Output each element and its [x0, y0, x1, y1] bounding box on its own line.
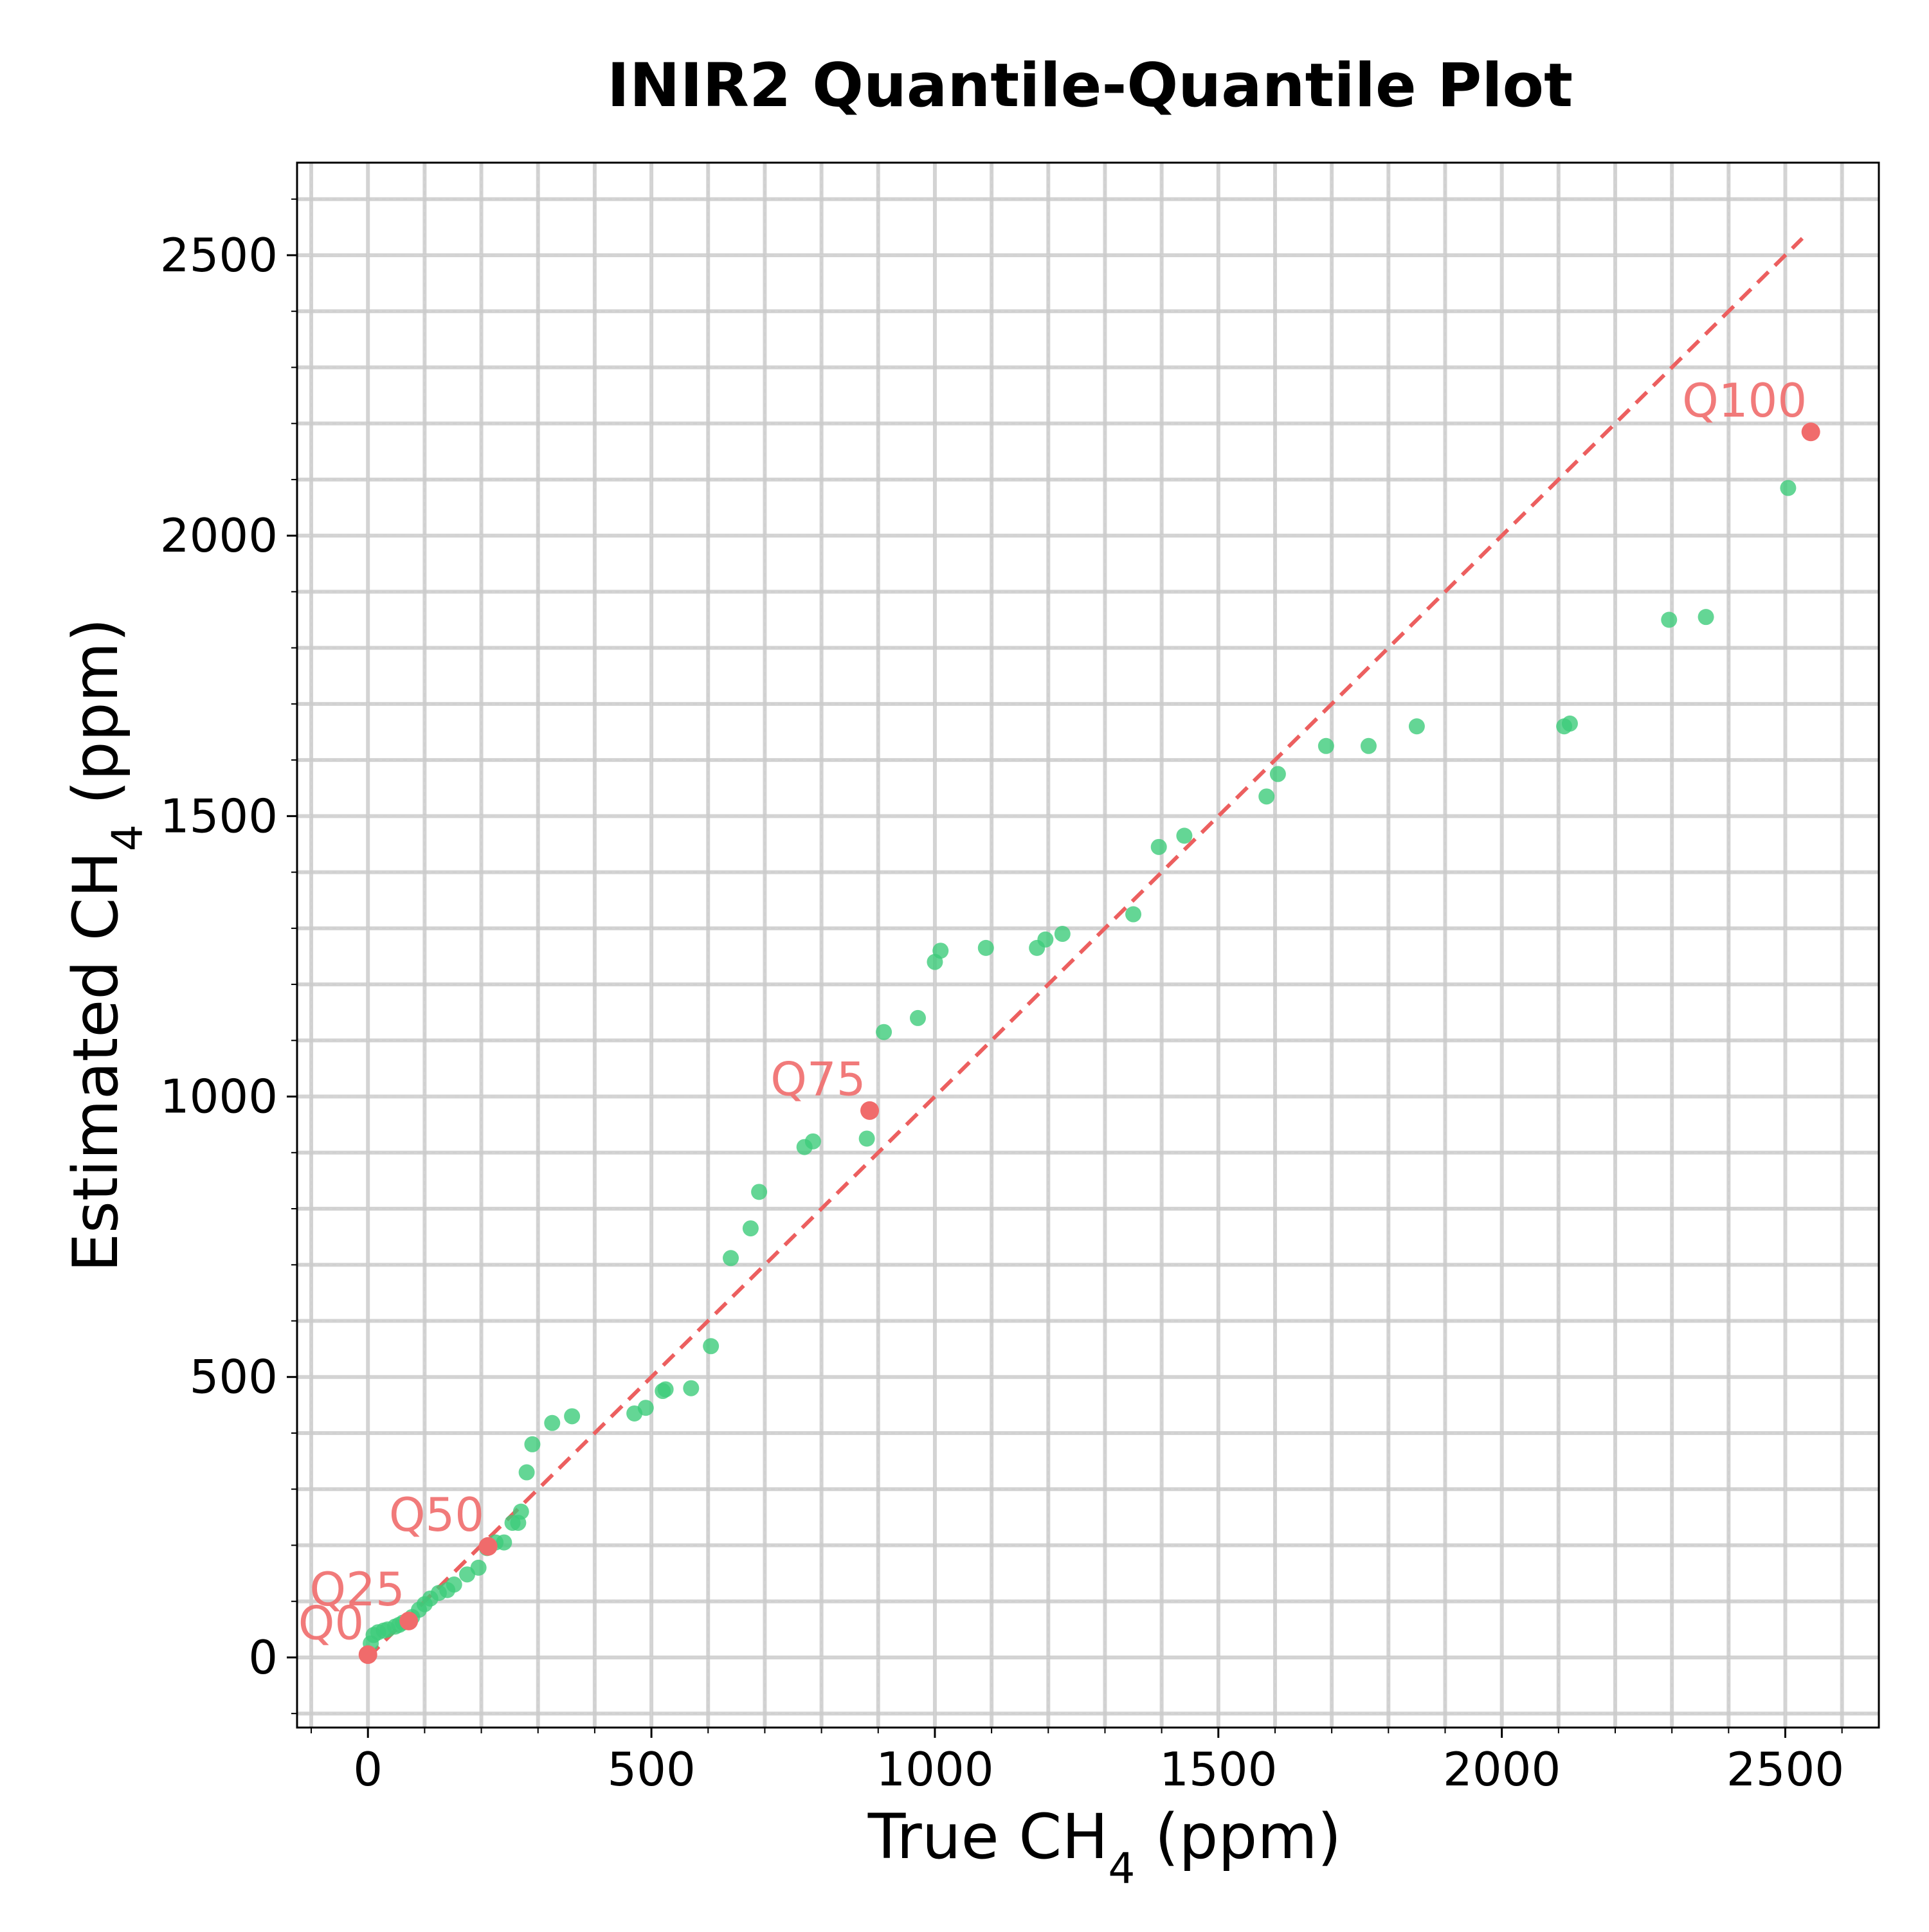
- data-point: [683, 1380, 700, 1396]
- data-point: [637, 1400, 654, 1416]
- quantile-label: Q0: [298, 1596, 364, 1650]
- data-point: [909, 1009, 926, 1026]
- x-tick-label: 500: [607, 1742, 695, 1796]
- plot-area-frame: [296, 161, 1880, 1729]
- data-point: [1780, 480, 1797, 496]
- data-point: [751, 1184, 768, 1200]
- data-point: [804, 1133, 821, 1150]
- data-point: [1561, 715, 1578, 732]
- data-point: [876, 1024, 892, 1040]
- data-point: [657, 1381, 674, 1398]
- x-tick-label: 2000: [1443, 1742, 1561, 1796]
- data-point: [1176, 827, 1193, 844]
- quantile-point: [1801, 422, 1820, 442]
- quantile-label: Q50: [389, 1488, 484, 1542]
- data-point: [1054, 926, 1071, 943]
- y-tick-label: 2500: [160, 228, 278, 282]
- quantile-label: Q75: [770, 1052, 865, 1106]
- y-axis-label-main: Estimated CH: [60, 851, 132, 1272]
- reference-line-group: [367, 237, 1804, 1659]
- y-axis-label-unit: (ppm): [60, 618, 132, 824]
- x-axis-label: True CH4 (ppm): [867, 1801, 1341, 1893]
- data-point: [564, 1408, 581, 1425]
- data-point: [1125, 906, 1142, 923]
- data-point: [1318, 737, 1334, 754]
- quantile-point: [358, 1645, 377, 1665]
- data-point: [1150, 838, 1167, 855]
- grid: [297, 163, 1879, 1728]
- data-point: [1661, 611, 1678, 628]
- data-point: [858, 1130, 875, 1147]
- data-point: [544, 1414, 561, 1431]
- x-tick-label: 1000: [876, 1742, 993, 1796]
- data-point: [1698, 609, 1714, 626]
- quantile-point: [478, 1537, 498, 1556]
- data-point: [742, 1220, 759, 1237]
- y-tick-label: 2000: [160, 509, 278, 563]
- data-point: [496, 1534, 512, 1551]
- reference-line: [367, 237, 1804, 1659]
- scatter-points: [363, 480, 1797, 1652]
- data-point: [1408, 718, 1425, 735]
- quantile-label: Q25: [309, 1562, 404, 1616]
- y-tick-label: 0: [248, 1630, 278, 1684]
- y-axis-label: Estimated CH4 (ppm): [60, 618, 152, 1272]
- data-point: [524, 1436, 541, 1452]
- data-point: [470, 1559, 487, 1576]
- x-axis-label-main: True CH: [867, 1801, 1109, 1873]
- y-axis-label-subscript: 4: [103, 824, 152, 851]
- chart-title: INIR2 Quantile-Quantile Plot: [607, 51, 1573, 121]
- quantile-point: [399, 1611, 419, 1630]
- data-point: [703, 1338, 720, 1355]
- y-tick-label: 1500: [160, 789, 278, 843]
- data-point: [932, 943, 949, 959]
- y-tick-label: 1000: [160, 1070, 278, 1124]
- x-tick-label: 1500: [1159, 1742, 1277, 1796]
- quantile-point: [860, 1101, 880, 1120]
- quantile-label: Q100: [1682, 374, 1807, 428]
- data-point: [1037, 931, 1054, 948]
- x-axis-label-unit: (ppm): [1135, 1801, 1341, 1873]
- x-axis-label-subscript: 4: [1108, 1844, 1135, 1893]
- data-point: [723, 1250, 739, 1267]
- data-point: [977, 939, 994, 956]
- data-point: [446, 1576, 462, 1593]
- data-point: [1360, 737, 1377, 754]
- x-tick-label: 0: [353, 1742, 383, 1796]
- data-point: [518, 1464, 535, 1481]
- data-point: [1258, 788, 1275, 805]
- y-tick-label: 500: [190, 1350, 278, 1404]
- data-point: [1269, 766, 1286, 782]
- data-point: [512, 1503, 529, 1520]
- x-tick-label: 2500: [1726, 1742, 1844, 1796]
- axis-ticks: 0 500 1000 1500 2000 2500 0 500 1000 1500 2000 2500: [160, 198, 1844, 1796]
